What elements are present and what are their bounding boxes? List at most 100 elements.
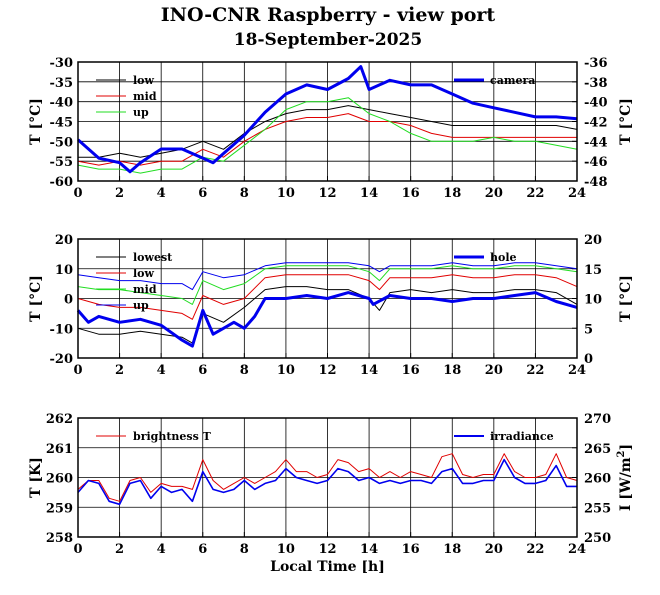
chart-panel-top-temperatures: 0 2 4 6 8 10 12 14 16 18 20 22 24-30-35-40-45-50-55-… <box>28 56 634 201</box>
legend-label: mid <box>133 90 157 103</box>
x-tick-label: 20 <box>485 542 503 557</box>
y-tick-label-left: -60 <box>50 175 74 190</box>
x-tick-label: 4 <box>157 186 166 201</box>
y-tick-label-right: 0 <box>584 352 593 367</box>
y-tick-label-left: 260 <box>46 472 73 487</box>
y-tick-label-left: -30 <box>50 56 74 71</box>
x-tick-label: 20 <box>485 363 503 378</box>
series-line-low <box>78 105 578 158</box>
x-tick-label: 22 <box>526 363 544 378</box>
legend-label: low <box>133 74 155 87</box>
legend-label: lowest <box>133 251 173 264</box>
y-tick-label-right: 20 <box>584 233 602 248</box>
x-tick-label: 12 <box>318 542 336 557</box>
y-tick-label-right: 255 <box>584 501 611 516</box>
x-tick-label: 16 <box>402 186 420 201</box>
y-axis-label-left: T [°C] <box>28 275 44 322</box>
y-tick-label-left: -50 <box>50 135 74 150</box>
series-line-mid <box>77 265 578 305</box>
x-tick-label: 24 <box>568 363 586 378</box>
x-tick-label: 16 <box>402 542 420 557</box>
y-tick-label-left: -20 <box>50 352 74 367</box>
y-tick-label-left: 261 <box>46 442 73 457</box>
y-tick-label-right: -46 <box>584 155 608 170</box>
page-subtitle: 18-September-2025 <box>234 30 422 50</box>
plot-frame <box>77 238 578 359</box>
x-tick-label: 18 <box>443 186 461 201</box>
y-tick-label-right: 265 <box>584 442 611 457</box>
y-tick-label-right: 5 <box>584 322 593 337</box>
x-tick-label: 14 <box>360 186 378 201</box>
y-tick-label-right: 250 <box>584 531 611 546</box>
y-axis-label-left: T [°C] <box>28 98 44 145</box>
x-tick-label: 2 <box>115 542 124 557</box>
y-tick-label-right: -48 <box>584 175 608 190</box>
series-line-irradiance <box>77 458 577 506</box>
x-tick-label: 8 <box>240 542 249 557</box>
x-tick-label: 2 <box>115 363 124 378</box>
x-tick-label: 2 <box>115 186 124 201</box>
x-tick-label: 10 <box>277 363 295 378</box>
legend-label: low <box>133 267 155 280</box>
x-tick-label: 24 <box>568 542 586 557</box>
y-tick-label-right: -38 <box>584 76 608 91</box>
series-line-up <box>77 262 578 291</box>
x-tick-label: 22 <box>526 542 544 557</box>
x-tick-label: 24 <box>568 186 586 201</box>
series-line-hole <box>76 291 578 348</box>
x-tick-label: 12 <box>318 186 336 201</box>
x-tick-label: 6 <box>198 186 207 201</box>
legend-label: hole <box>490 251 517 264</box>
legend-label: camera <box>490 74 535 87</box>
legend-label: mid <box>133 283 157 296</box>
x-axis-label: Local Time [h] <box>270 559 385 575</box>
y-tick-label-right: -40 <box>584 96 608 111</box>
y-tick-label-right: 10 <box>584 293 602 308</box>
x-tick-label: 10 <box>277 186 295 201</box>
x-tick-label: 12 <box>318 363 336 378</box>
x-tick-label: 0 <box>73 186 82 201</box>
series-line-up <box>77 97 578 174</box>
y-axis-label-right: T [°C] <box>618 275 634 322</box>
y-axis-label-right: I [W/m2] <box>616 444 634 511</box>
x-tick-label: 10 <box>277 542 295 557</box>
x-tick-label: 6 <box>198 363 207 378</box>
series-line-low <box>77 274 578 320</box>
x-tick-label: 8 <box>240 363 249 378</box>
y-tick-label-left: -45 <box>50 116 74 131</box>
y-tick-label-left: 259 <box>46 501 73 516</box>
legend-label: up <box>133 299 149 312</box>
x-tick-label: 0 <box>73 542 82 557</box>
y-tick-label-left: -55 <box>50 155 74 170</box>
legend-label: up <box>133 106 149 119</box>
x-tick-label: 4 <box>157 363 166 378</box>
x-tick-label: 18 <box>443 542 461 557</box>
page-title: INO-CNR Raspberry - view port <box>161 4 496 26</box>
y-tick-label-right: -44 <box>584 135 608 150</box>
x-tick-label: 4 <box>157 542 166 557</box>
x-tick-label: 14 <box>360 363 378 378</box>
series-line-camera <box>77 65 578 174</box>
x-tick-label: 0 <box>73 363 82 378</box>
y-tick-label-left: -40 <box>50 96 74 111</box>
plot-frame <box>77 61 578 182</box>
x-tick-label: 16 <box>402 363 420 378</box>
x-tick-label: 8 <box>240 186 249 201</box>
x-tick-label: 6 <box>198 542 207 557</box>
x-tick-label: 22 <box>526 186 544 201</box>
x-tick-label: 20 <box>485 186 503 201</box>
legend-label: irradiance <box>490 430 554 443</box>
chart-panel-bottom-brightness: 0 2 4 6 8 10 12 14 16 18 20 22 242622612602592582702… <box>28 412 634 575</box>
y-axis-label-right-end: ] <box>618 444 634 451</box>
y-tick-label-right: -42 <box>584 116 608 131</box>
y-axis-label-right-main: I [W/m <box>618 457 634 511</box>
series-line-lowest <box>77 286 578 344</box>
y-axis-label-right-sup: 2 <box>616 450 627 457</box>
chart-panel-middle-temperatures: 0 2 4 6 8 10 12 14 16 18 20 22 2420100-10-2020151050… <box>28 233 634 378</box>
series-line-brightness-T <box>77 453 578 502</box>
y-axis-label-right: T [°C] <box>618 98 634 145</box>
y-tick-label-left: 0 <box>64 293 73 308</box>
y-tick-label-left: -35 <box>50 76 74 91</box>
y-tick-label-left: 262 <box>46 412 73 427</box>
y-tick-label-right: 15 <box>584 263 602 278</box>
